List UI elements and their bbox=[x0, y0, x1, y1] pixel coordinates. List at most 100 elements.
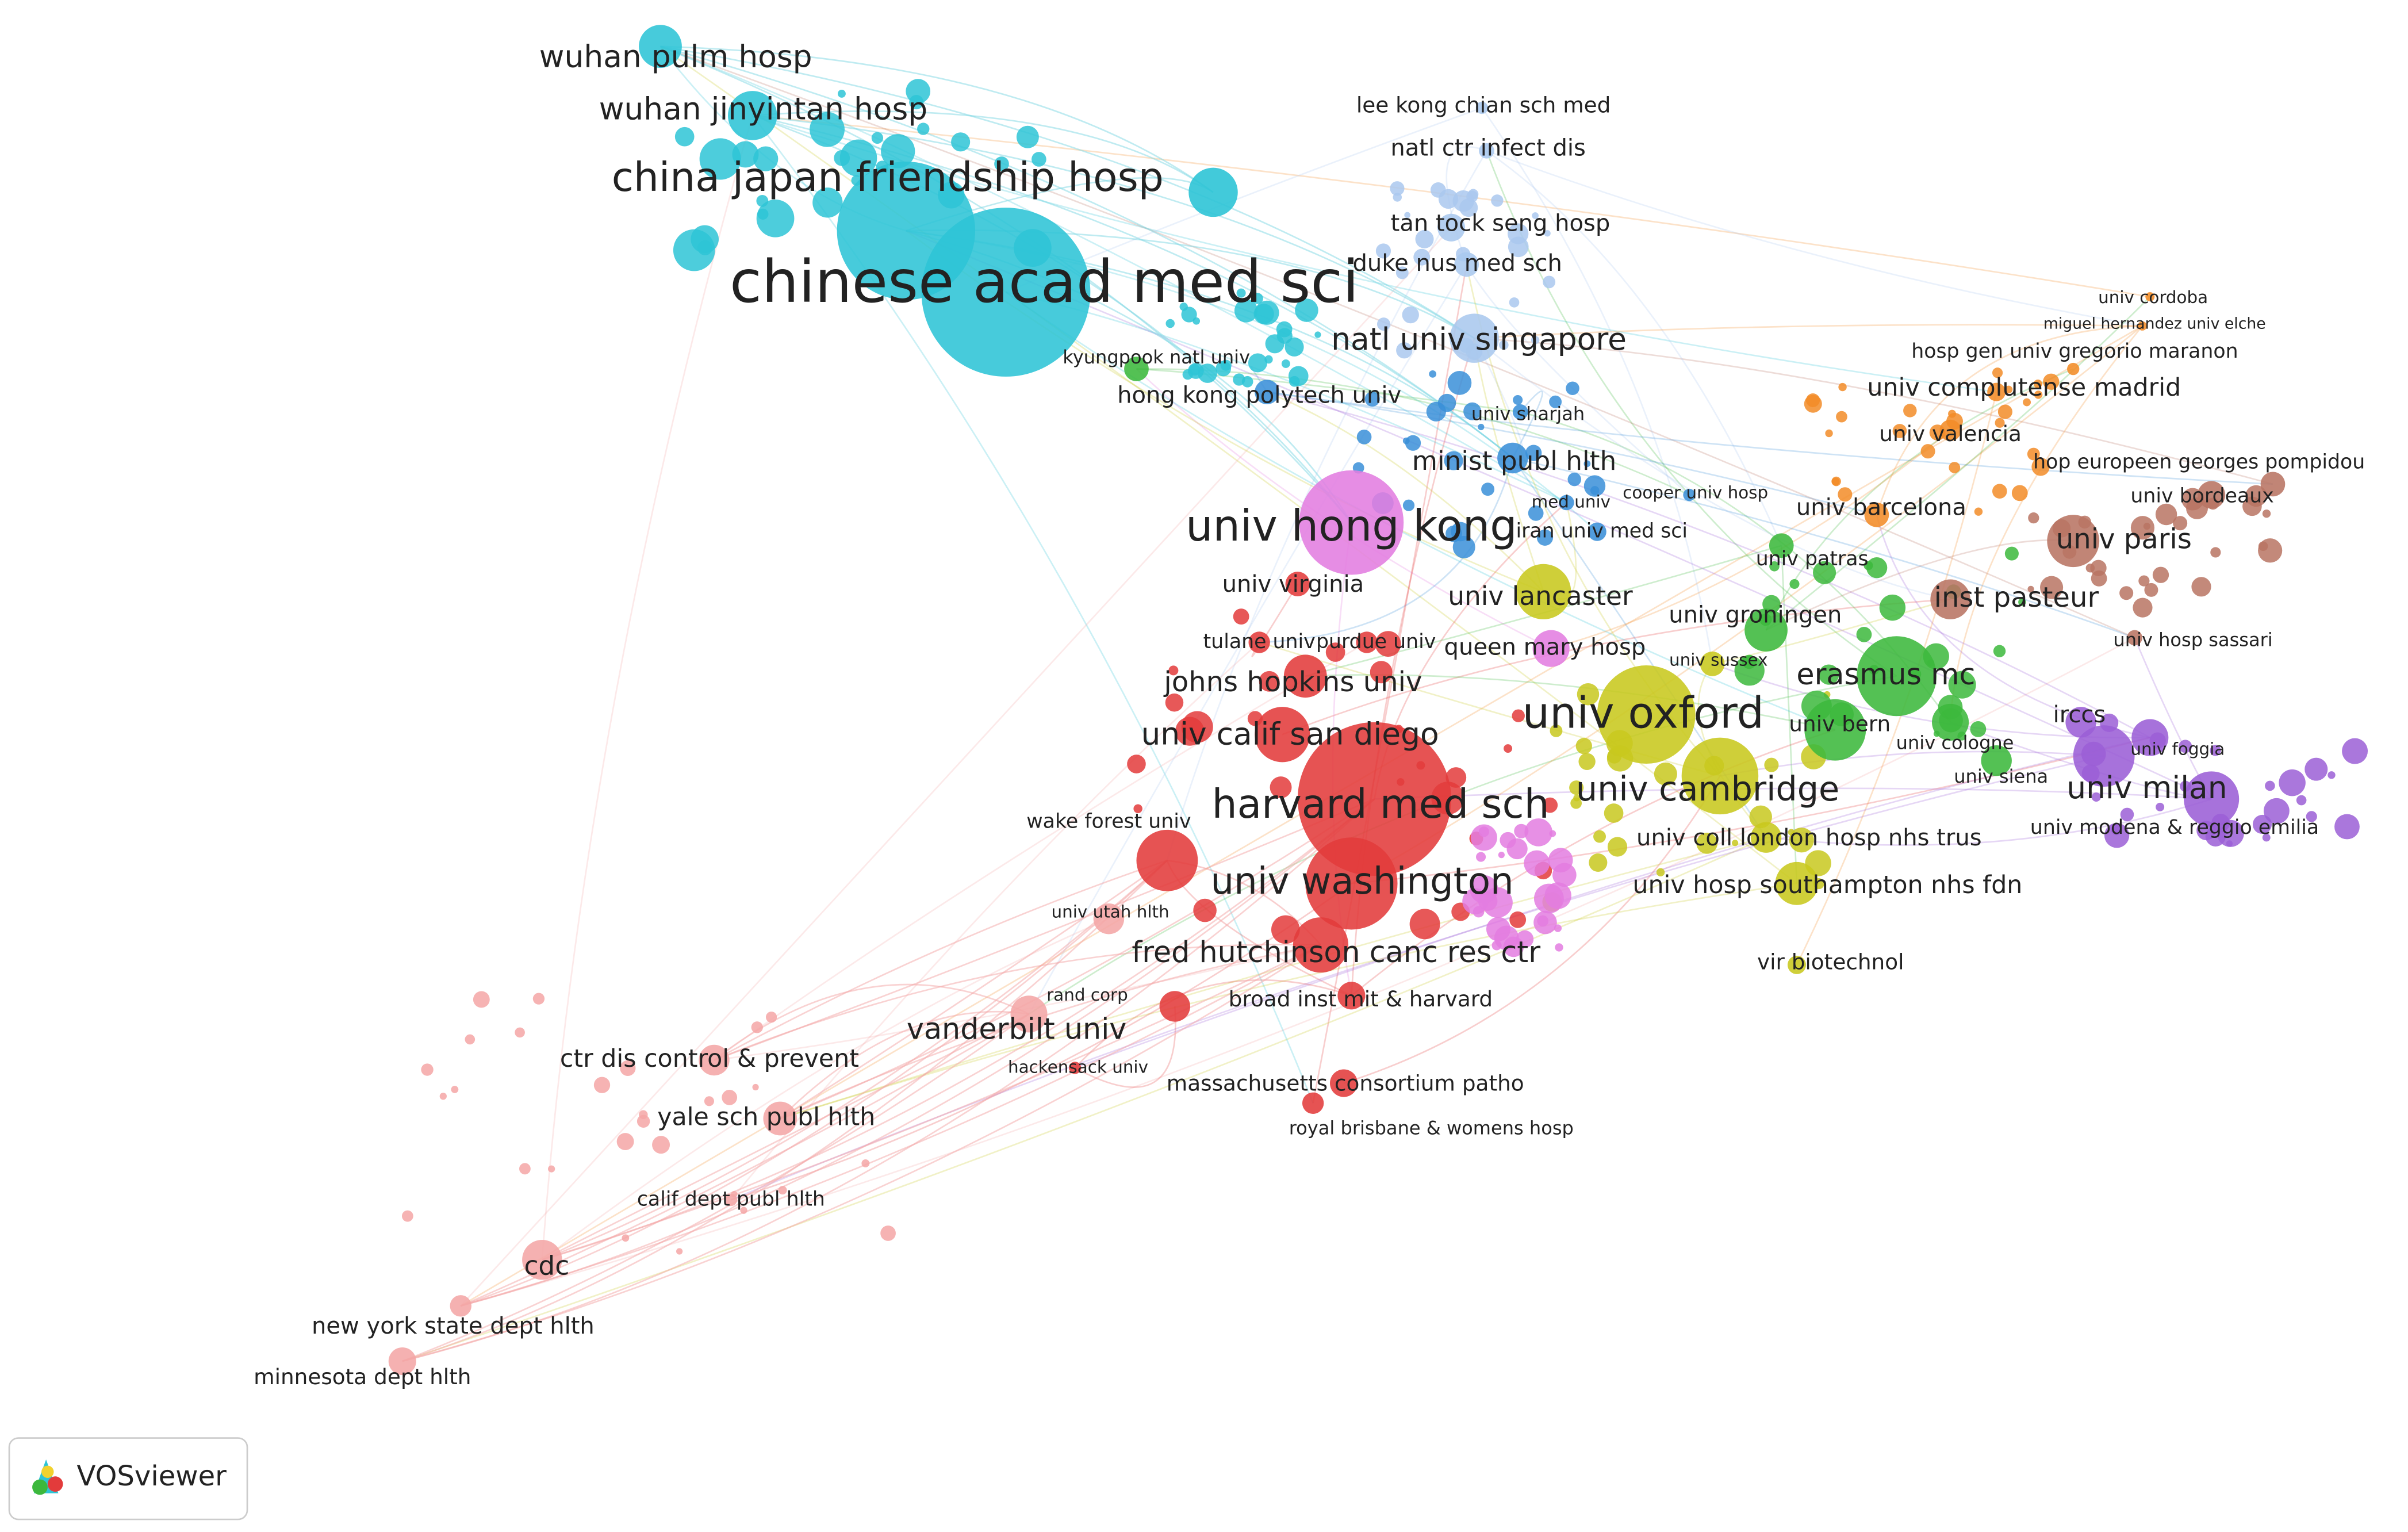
node-label: miguel hernandez univ elche bbox=[2043, 315, 2266, 333]
node bbox=[1656, 868, 1665, 877]
node bbox=[1787, 955, 1806, 974]
edge bbox=[660, 45, 1214, 193]
node bbox=[1188, 167, 1238, 217]
node-label: wuhan jinyintan hosp bbox=[599, 90, 927, 127]
node bbox=[1032, 152, 1046, 167]
edge bbox=[1876, 325, 2142, 515]
node bbox=[909, 95, 924, 110]
node bbox=[1589, 853, 1608, 872]
node bbox=[2263, 798, 2290, 824]
edge bbox=[714, 944, 1321, 1061]
node bbox=[1093, 903, 1125, 934]
node-label: hosp gen univ gregorio maranon bbox=[1911, 340, 2238, 363]
node-label: lee kong chian sch med bbox=[1356, 92, 1611, 117]
node bbox=[1479, 143, 1494, 159]
node bbox=[2306, 811, 2317, 822]
edge bbox=[460, 227, 1452, 1307]
node bbox=[834, 150, 850, 166]
edge bbox=[779, 1010, 1029, 1119]
node bbox=[1863, 561, 1873, 570]
node bbox=[1491, 194, 1504, 207]
node bbox=[1981, 745, 2012, 776]
node bbox=[519, 1163, 531, 1175]
edge bbox=[1466, 264, 1690, 496]
edge bbox=[402, 860, 1168, 1362]
node bbox=[1970, 721, 1987, 737]
node-label: cooper univ hosp bbox=[1623, 482, 1768, 502]
node bbox=[881, 134, 915, 168]
logo-icon bbox=[47, 1476, 63, 1492]
node-label: ctr dis control & prevent bbox=[560, 1044, 859, 1073]
node bbox=[2265, 780, 2275, 791]
node bbox=[1542, 797, 1558, 813]
node bbox=[1068, 1062, 1082, 1074]
node-label: chinese acad med sci bbox=[730, 248, 1359, 316]
node bbox=[2205, 826, 2226, 847]
node bbox=[2342, 738, 2368, 764]
node bbox=[1445, 767, 1467, 788]
node-label: tan tock seng hosp bbox=[1391, 210, 1611, 237]
node bbox=[1356, 631, 1378, 653]
node bbox=[1364, 391, 1380, 407]
node bbox=[1590, 486, 1600, 495]
edge bbox=[541, 115, 754, 1260]
node bbox=[1838, 382, 1847, 392]
edge bbox=[660, 45, 1475, 339]
node bbox=[652, 1136, 670, 1154]
node bbox=[1447, 371, 1472, 395]
edge bbox=[906, 229, 2212, 800]
node-label: univ complutense madrid bbox=[1867, 373, 2181, 402]
node bbox=[1285, 572, 1310, 596]
node bbox=[1819, 664, 1839, 685]
edge bbox=[780, 860, 1168, 1120]
edge bbox=[660, 45, 1513, 459]
node bbox=[1577, 683, 1600, 706]
node-label: cdc bbox=[524, 1251, 569, 1281]
edge bbox=[780, 883, 1797, 1120]
node bbox=[2143, 522, 2151, 530]
node bbox=[1127, 754, 1146, 773]
node bbox=[1276, 328, 1293, 344]
node-label: med univ bbox=[1532, 492, 1611, 511]
node bbox=[1475, 101, 1489, 114]
node-label: royal brisbane & womens hosp bbox=[1289, 1117, 1574, 1139]
edge bbox=[542, 860, 1168, 1261]
node bbox=[778, 1186, 787, 1195]
node bbox=[1549, 830, 1556, 837]
node bbox=[532, 993, 545, 1005]
edge bbox=[460, 944, 1321, 1307]
node bbox=[547, 1165, 555, 1173]
node bbox=[1548, 848, 1573, 873]
node bbox=[1974, 507, 1983, 516]
node bbox=[1573, 794, 1581, 802]
node bbox=[2120, 807, 2134, 822]
node bbox=[756, 199, 795, 238]
node bbox=[994, 156, 1009, 171]
node bbox=[1992, 484, 2007, 499]
node bbox=[1179, 302, 1188, 311]
node-label: univ cordoba bbox=[2098, 288, 2208, 307]
node bbox=[1509, 297, 1520, 308]
node bbox=[1513, 395, 1523, 405]
node bbox=[620, 1060, 636, 1076]
node bbox=[837, 89, 846, 98]
node bbox=[1476, 852, 1486, 862]
edge bbox=[1351, 325, 2143, 884]
edge bbox=[1766, 798, 2212, 846]
node bbox=[2027, 585, 2034, 592]
node bbox=[421, 1063, 434, 1076]
node bbox=[473, 991, 490, 1008]
node bbox=[1437, 213, 1466, 242]
node bbox=[1987, 382, 2006, 401]
node bbox=[1299, 470, 1404, 575]
node bbox=[2258, 538, 2283, 563]
node bbox=[2210, 547, 2221, 558]
node bbox=[2119, 586, 2134, 600]
node bbox=[1284, 337, 1304, 357]
node bbox=[1588, 522, 1606, 541]
node bbox=[1426, 401, 1446, 422]
node bbox=[1516, 564, 1571, 619]
edge bbox=[1486, 150, 1782, 546]
node bbox=[2144, 583, 2158, 597]
edge bbox=[714, 859, 1168, 1061]
